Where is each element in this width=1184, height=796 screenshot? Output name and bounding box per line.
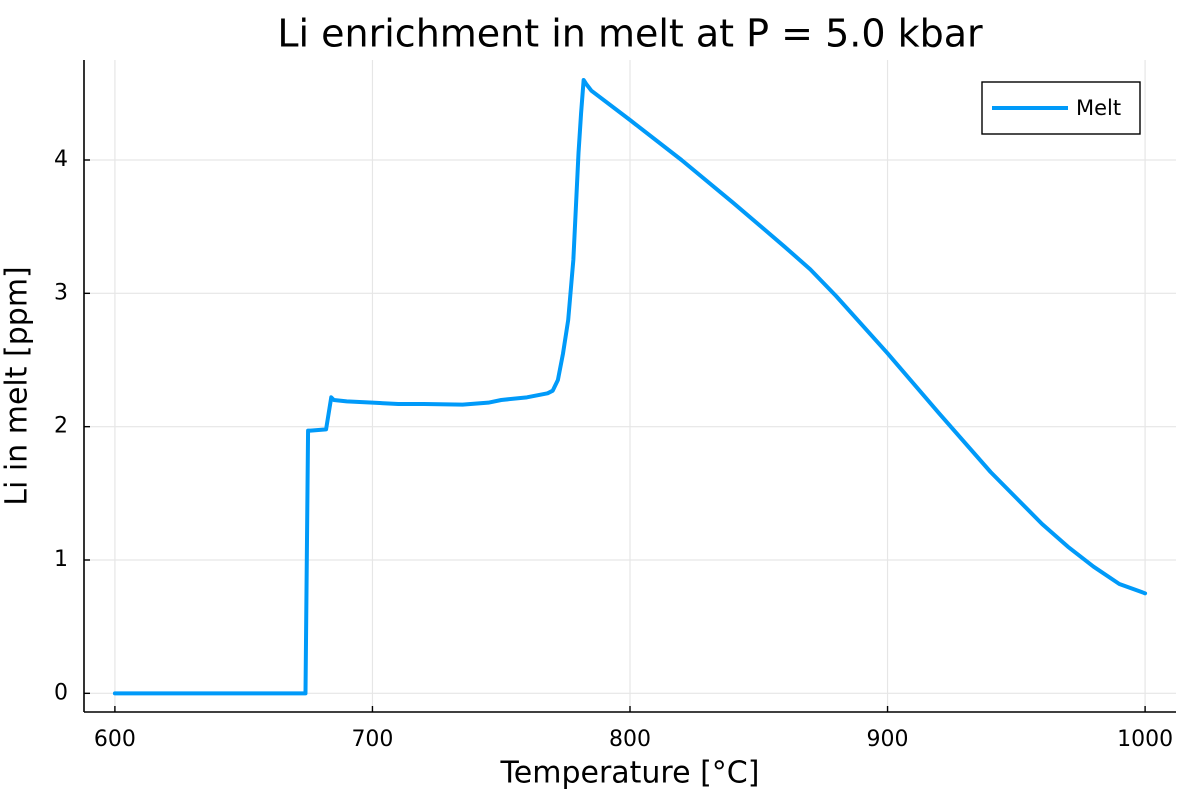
series-line-melt: [112, 78, 1148, 696]
legend-label-melt: Melt: [1076, 96, 1121, 120]
y-tick-label: 2: [54, 414, 68, 439]
x-tick-label: 800: [609, 727, 651, 752]
legend[interactable]: Melt: [981, 81, 1141, 135]
chart-title: Li enrichment in melt at P = 5.0 kbar: [277, 12, 983, 56]
tick-marks: 600 700 800 900 1000 0 1 2 3 4: [54, 60, 1176, 752]
x-tick-label: 600: [94, 727, 136, 752]
y-tick-label: 4: [54, 147, 68, 172]
x-axis-label: Temperature [°C]: [500, 756, 760, 791]
series-layer: [112, 78, 1148, 696]
x-tick-label: 1000: [1117, 727, 1173, 752]
grid-lines: [84, 60, 1176, 712]
y-axis-label: Li in melt [ppm]: [0, 266, 35, 506]
x-tick-label: 700: [351, 727, 393, 752]
x-tick-label: 900: [867, 727, 909, 752]
y-tick-label: 0: [54, 680, 68, 705]
y-tick-label: 3: [54, 280, 68, 305]
y-tick-label: 1: [54, 547, 68, 572]
